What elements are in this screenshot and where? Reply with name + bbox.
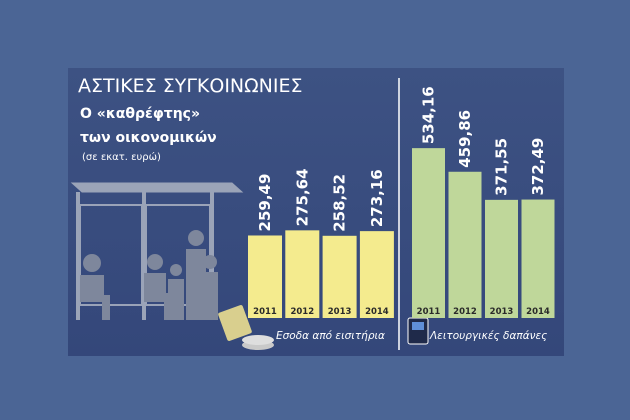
- value-label: 273,16: [368, 169, 386, 227]
- value-label: 275,64: [293, 168, 311, 226]
- bar: [521, 199, 555, 318]
- year-label: 2013: [490, 307, 514, 317]
- value-label: 459,86: [456, 110, 474, 168]
- title: ΑΣΤΙΚΕΣ ΣΥΓΚΟΙΝΩΝΙΕΣ: [78, 75, 303, 97]
- year-label: 2011: [253, 307, 277, 317]
- year-label: 2012: [453, 307, 477, 317]
- bar: [412, 148, 445, 318]
- bar: [485, 199, 518, 318]
- bar: [248, 235, 282, 318]
- subtitle: Ο «καθρέφτης»: [80, 106, 200, 122]
- bus-stop-illustration: [70, 182, 244, 320]
- value-label: 371,55: [493, 138, 511, 196]
- ticket-machine-icon: [407, 317, 429, 345]
- bar: [285, 230, 320, 318]
- subtitle: των οικονομικών: [80, 130, 217, 146]
- year-label: 2014: [526, 307, 550, 317]
- chart-caption: Λειτουργικές δαπάνες: [429, 330, 547, 342]
- value-label: 372,49: [529, 138, 547, 196]
- value-label: 258,52: [331, 174, 349, 232]
- bar: [359, 231, 394, 318]
- coins-icon: [218, 305, 274, 350]
- year-label: 2013: [328, 307, 352, 317]
- bar: [448, 171, 482, 318]
- year-label: 2014: [365, 307, 389, 317]
- value-label: 259,49: [256, 174, 274, 232]
- value-label: 534,16: [420, 86, 438, 144]
- year-label: 2011: [417, 307, 441, 317]
- chart-caption: Εσοδα από εισιτήρια: [276, 330, 385, 342]
- bar: [322, 235, 357, 318]
- year-label: 2012: [290, 307, 314, 317]
- unit-note: (σε εκατ. ευρώ): [82, 151, 161, 163]
